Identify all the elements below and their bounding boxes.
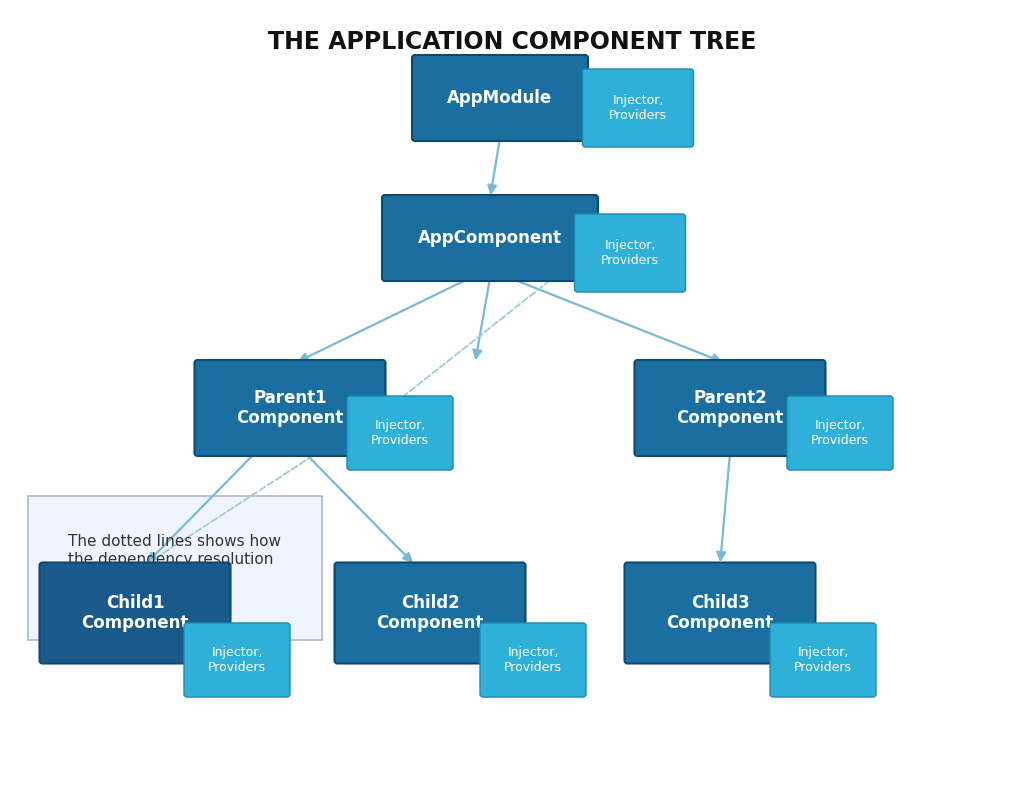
FancyBboxPatch shape xyxy=(574,214,685,292)
FancyBboxPatch shape xyxy=(195,360,385,456)
Text: Parent1
Component: Parent1 Component xyxy=(237,389,344,427)
Text: Injector,
Providers: Injector, Providers xyxy=(811,419,869,447)
Text: Child1
Component: Child1 Component xyxy=(81,594,188,633)
FancyBboxPatch shape xyxy=(382,195,598,281)
Text: Injector,
Providers: Injector, Providers xyxy=(794,646,852,674)
FancyBboxPatch shape xyxy=(625,562,815,663)
Text: Injector,
Providers: Injector, Providers xyxy=(504,646,562,674)
FancyBboxPatch shape xyxy=(40,562,230,663)
FancyBboxPatch shape xyxy=(412,55,588,141)
Text: AppModule: AppModule xyxy=(447,89,553,107)
Text: Injector,
Providers: Injector, Providers xyxy=(609,94,667,122)
FancyBboxPatch shape xyxy=(770,623,876,697)
FancyBboxPatch shape xyxy=(635,360,825,456)
Text: Injector,
Providers: Injector, Providers xyxy=(371,419,429,447)
Text: The dotted lines shows how
the dependency resolution
works for the
Child1Compone: The dotted lines shows how the dependenc… xyxy=(69,534,282,602)
Text: Injector,
Providers: Injector, Providers xyxy=(208,646,266,674)
Text: THE APPLICATION COMPONENT TREE: THE APPLICATION COMPONENT TREE xyxy=(268,30,756,54)
Text: Parent2
Component: Parent2 Component xyxy=(676,389,783,427)
FancyBboxPatch shape xyxy=(335,562,525,663)
Text: Child3
Component: Child3 Component xyxy=(667,594,774,633)
Text: Child2
Component: Child2 Component xyxy=(376,594,483,633)
FancyBboxPatch shape xyxy=(787,396,893,470)
FancyBboxPatch shape xyxy=(583,69,693,147)
FancyBboxPatch shape xyxy=(347,396,453,470)
Text: Injector,
Providers: Injector, Providers xyxy=(601,239,659,267)
Text: AppComponent: AppComponent xyxy=(418,229,562,247)
FancyBboxPatch shape xyxy=(28,496,322,640)
FancyBboxPatch shape xyxy=(480,623,586,697)
FancyBboxPatch shape xyxy=(184,623,290,697)
